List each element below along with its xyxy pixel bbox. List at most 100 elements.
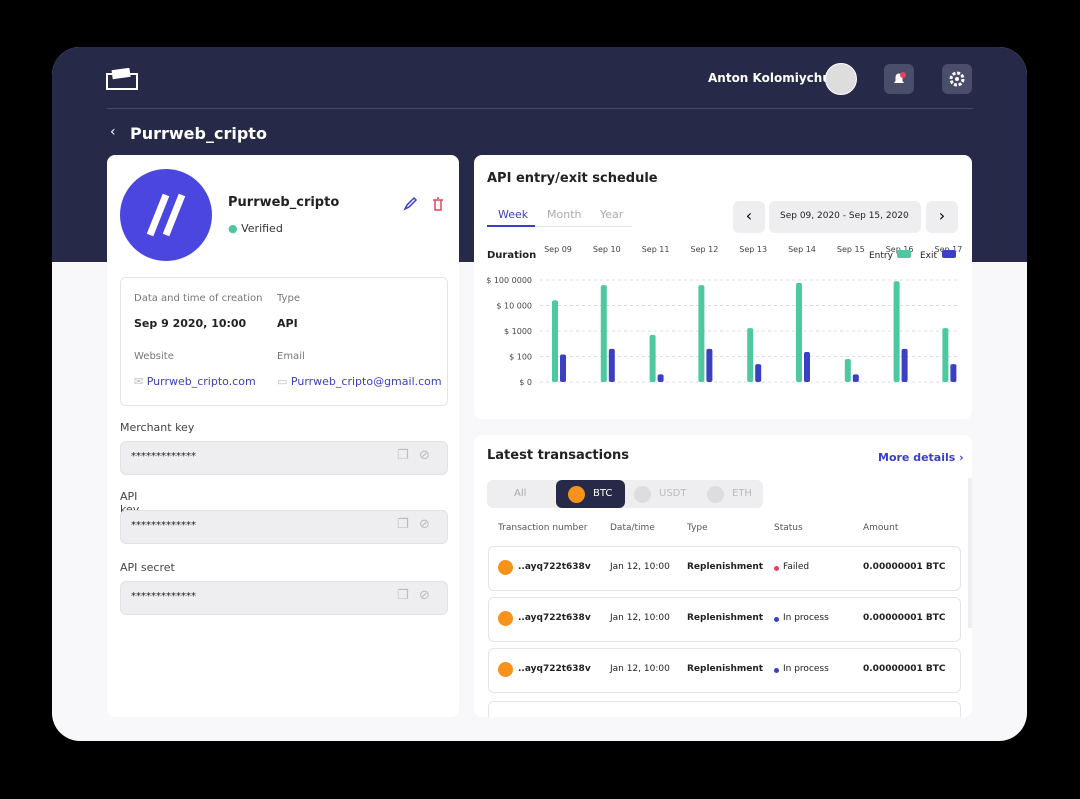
schedule-title: API entry/exit schedule <box>487 171 658 186</box>
transaction-row[interactable] <box>488 597 961 642</box>
chart: Duration $ 0 $ 100 $ 1000 $ 10 000 $ 100 0000… <box>486 245 962 387</box>
notifications-button[interactable] <box>884 64 914 94</box>
cell: 0.00000001 BTC <box>863 562 946 572</box>
x-tick-label: Sep 11 <box>642 245 670 254</box>
coin-tab[interactable]: All <box>514 488 527 499</box>
x-tick-label: Sep 16 <box>886 245 914 254</box>
bar <box>552 300 558 382</box>
transaction-row[interactable] <box>488 546 961 591</box>
merchant-avatar <box>120 169 212 261</box>
key-label: API secret <box>120 561 175 574</box>
status-dot <box>774 617 779 622</box>
btc-icon <box>498 611 513 626</box>
bar <box>608 348 615 382</box>
field-label: Type <box>277 293 300 304</box>
coin-tab[interactable]: BTC <box>593 488 613 499</box>
field-label: Website <box>134 351 174 362</box>
x-tick-label: Sep 14 <box>788 245 816 254</box>
coin-tab[interactable]: ETH <box>732 488 752 499</box>
toggle-visibility[interactable]: ⊘ <box>419 588 430 603</box>
transactions-title: Latest transactions <box>487 448 630 463</box>
bar <box>600 285 607 382</box>
field-label: Email <box>277 351 305 362</box>
legend-label: Exit <box>920 251 938 261</box>
key-value: ************* <box>131 520 196 531</box>
edit-delete[interactable] <box>403 196 447 212</box>
prev-week[interactable]: ‹ <box>733 201 765 233</box>
x-tick-label: Sep 09 <box>544 245 572 254</box>
more-text[interactable]: More details <box>878 451 956 464</box>
cell: Replenishment <box>687 562 764 572</box>
tab[interactable]: Week <box>498 208 529 221</box>
btc-icon <box>498 662 513 677</box>
cell: In process <box>783 664 829 674</box>
column-header: Type <box>687 523 708 533</box>
bar <box>893 281 900 382</box>
usdt-icon <box>634 486 651 503</box>
tab[interactable]: Month <box>547 208 582 221</box>
back-button[interactable]: ‹ <box>110 124 116 140</box>
copy-button[interactable]: ❐ <box>397 588 409 603</box>
toggle-visibility[interactable]: ⊘ <box>419 517 430 532</box>
bar <box>901 348 908 382</box>
merchant-status: ● Verified <box>228 222 283 235</box>
tab[interactable]: Year <box>600 208 624 221</box>
status-dot <box>774 566 779 571</box>
date-picker[interactable]: Sep 09, 2020 - Sep 15, 2020 ⌄ <box>769 201 921 233</box>
active-tab <box>556 480 625 508</box>
bar <box>706 348 713 382</box>
x-tick-label: Sep 13 <box>739 245 767 254</box>
settings-button[interactable] <box>942 64 972 94</box>
cell: ..ayq722t638v <box>518 562 591 572</box>
bar <box>755 364 762 382</box>
cell: ..ayq722t638v <box>518 613 591 623</box>
y-tick-label: $ 1000 <box>504 327 532 336</box>
key-field: ************* ❐ ⊘ <box>120 510 448 544</box>
column-header: Status <box>774 523 803 533</box>
tab-indicator <box>487 225 535 227</box>
bar <box>950 364 957 382</box>
more-details[interactable]: More details › <box>878 451 964 464</box>
cell: ..ayq722t638v <box>518 664 591 674</box>
merchant-name: Purrweb_cripto <box>228 195 340 210</box>
email[interactable]: Purrweb_cripto@gmail.com <box>290 375 442 388</box>
bar <box>844 359 851 382</box>
btc-icon <box>568 486 585 503</box>
column-header: Transaction number <box>498 523 588 533</box>
x-tick-label: Sep 17 <box>934 245 962 254</box>
bar <box>649 334 656 382</box>
field-value[interactable]: ▭ Purrweb_cripto@gmail.com <box>277 375 442 388</box>
copy-button[interactable]: ❐ <box>397 517 409 532</box>
field-value[interactable]: ✉ Purrweb_cripto.com <box>134 375 256 388</box>
toggle-visibility[interactable]: ⊘ <box>419 448 430 463</box>
y-tick-label: $ 100 0000 <box>486 276 532 285</box>
bar <box>657 374 664 382</box>
cell: 0.00000001 BTC <box>863 613 946 623</box>
copy-button[interactable]: ❐ <box>397 448 409 463</box>
field-value: Sep 9 2020, 10:00 <box>134 317 247 330</box>
tabs-line <box>487 226 632 227</box>
avatar[interactable] <box>825 63 857 95</box>
date-range: Sep 09, 2020 - Sep 15, 2020 <box>780 211 909 221</box>
column-header: Amount <box>863 523 899 533</box>
divider <box>107 108 973 109</box>
website[interactable]: Purrweb_cripto.com <box>146 375 256 388</box>
status-text: Verified <box>241 222 283 235</box>
y-axis-label: Duration <box>487 250 536 261</box>
coin-tab[interactable]: USDT <box>659 488 687 499</box>
logo <box>106 68 138 90</box>
bar <box>560 354 566 382</box>
page-title: Purrweb_cripto <box>130 124 267 143</box>
details-box <box>120 277 448 406</box>
next-week[interactable]: › <box>926 201 958 233</box>
legend-swatch <box>897 250 911 258</box>
transaction-row[interactable] <box>488 648 961 693</box>
legend-swatch <box>942 250 956 258</box>
cell: Jan 12, 10:00 <box>610 664 670 674</box>
bar <box>796 282 802 382</box>
key-value: ************* <box>131 591 196 602</box>
bar <box>804 352 810 382</box>
key-label: Merchant key <box>120 421 195 434</box>
cell: Failed <box>783 562 810 572</box>
